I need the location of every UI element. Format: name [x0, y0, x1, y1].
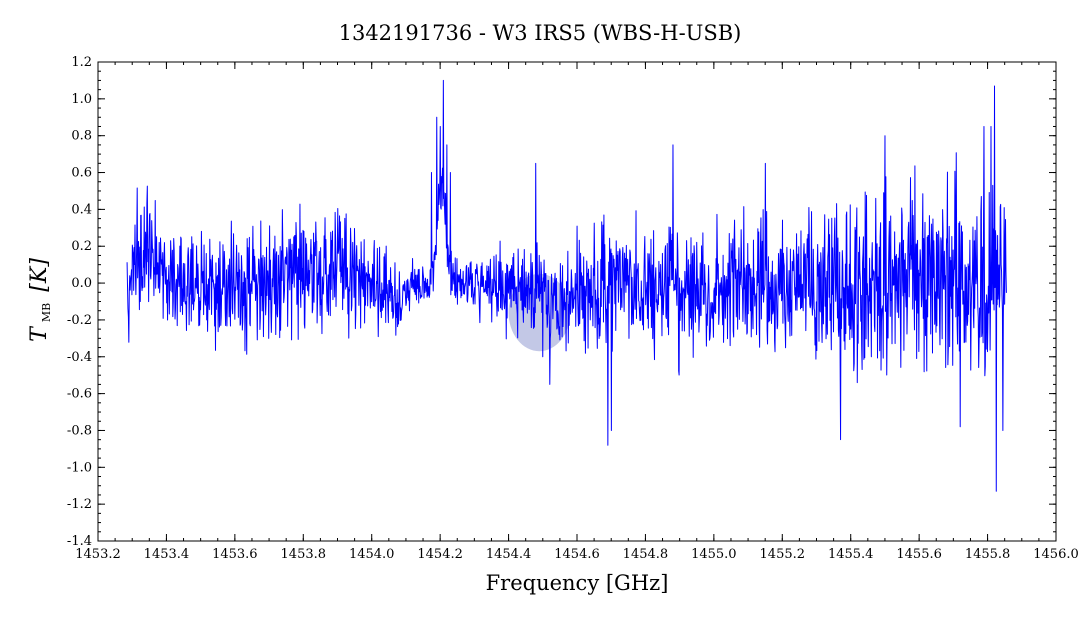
x-tick-label: 1453.8 [281, 547, 327, 562]
x-tick-label: 1453.2 [75, 547, 121, 562]
spectrum-line [126, 79, 1007, 492]
x-tick-label: 1455.2 [760, 547, 806, 562]
y-tick-label: -1.4 [67, 534, 92, 549]
y-axis-label-subscript: MB [40, 303, 53, 322]
y-tick-label: -0.6 [67, 387, 92, 402]
y-tick-label: 0.4 [71, 202, 92, 217]
chart-title: 1342191736 - W3 IRS5 (WBS-H-USB) [339, 21, 742, 45]
y-tick-label: -0.2 [67, 313, 92, 328]
x-tick-label: 1455.6 [896, 547, 942, 562]
x-tick-label: 1455.4 [828, 547, 874, 562]
x-tick-label: 1455.0 [691, 547, 737, 562]
y-tick-label: 0.6 [71, 166, 92, 181]
x-tick-label: 1453.4 [144, 547, 190, 562]
x-axis-label: Frequency [GHz] [486, 571, 669, 595]
x-tick-label: 1454.4 [486, 547, 532, 562]
y-tick-label: 1.0 [71, 92, 92, 107]
x-tick-label: 1454.2 [417, 547, 463, 562]
y-tick-label: 0.2 [71, 239, 92, 254]
x-axis: 1453.2 1453.4 1453.6 1453.8 1454.0 1454.2 1454… [75, 62, 1079, 562]
y-axis: -1.4 -1.2 -1.0 -0.8 -0.6 -0.4 -0.2 0.0 0.2 0.4 0.6… [67, 55, 1056, 549]
y-tick-label: -1.2 [67, 497, 92, 512]
x-tick-label: 1454.6 [554, 547, 600, 562]
x-tick-label: 1454.0 [349, 547, 395, 562]
y-tick-label: -0.4 [67, 350, 92, 365]
y-tick-label: 0.8 [71, 129, 92, 144]
x-tick-label: 1454.8 [623, 547, 669, 562]
y-axis-label-symbol: T [27, 325, 52, 342]
x-tick-label: 1455.8 [965, 547, 1011, 562]
y-axis-label: T MB [K] [27, 258, 54, 342]
y-tick-label: 1.2 [71, 55, 92, 70]
svg-text:T MB [K]: T MB [K] [27, 258, 54, 342]
y-axis-label-unit: [K] [27, 258, 52, 292]
y-tick-label: -0.8 [67, 423, 92, 438]
x-tick-label: 1456.0 [1033, 547, 1079, 562]
x-tick-label: 1453.6 [212, 547, 258, 562]
series-layer [126, 79, 1007, 492]
y-tick-label: -1.0 [67, 460, 92, 475]
y-tick-label: 0.0 [71, 276, 92, 291]
